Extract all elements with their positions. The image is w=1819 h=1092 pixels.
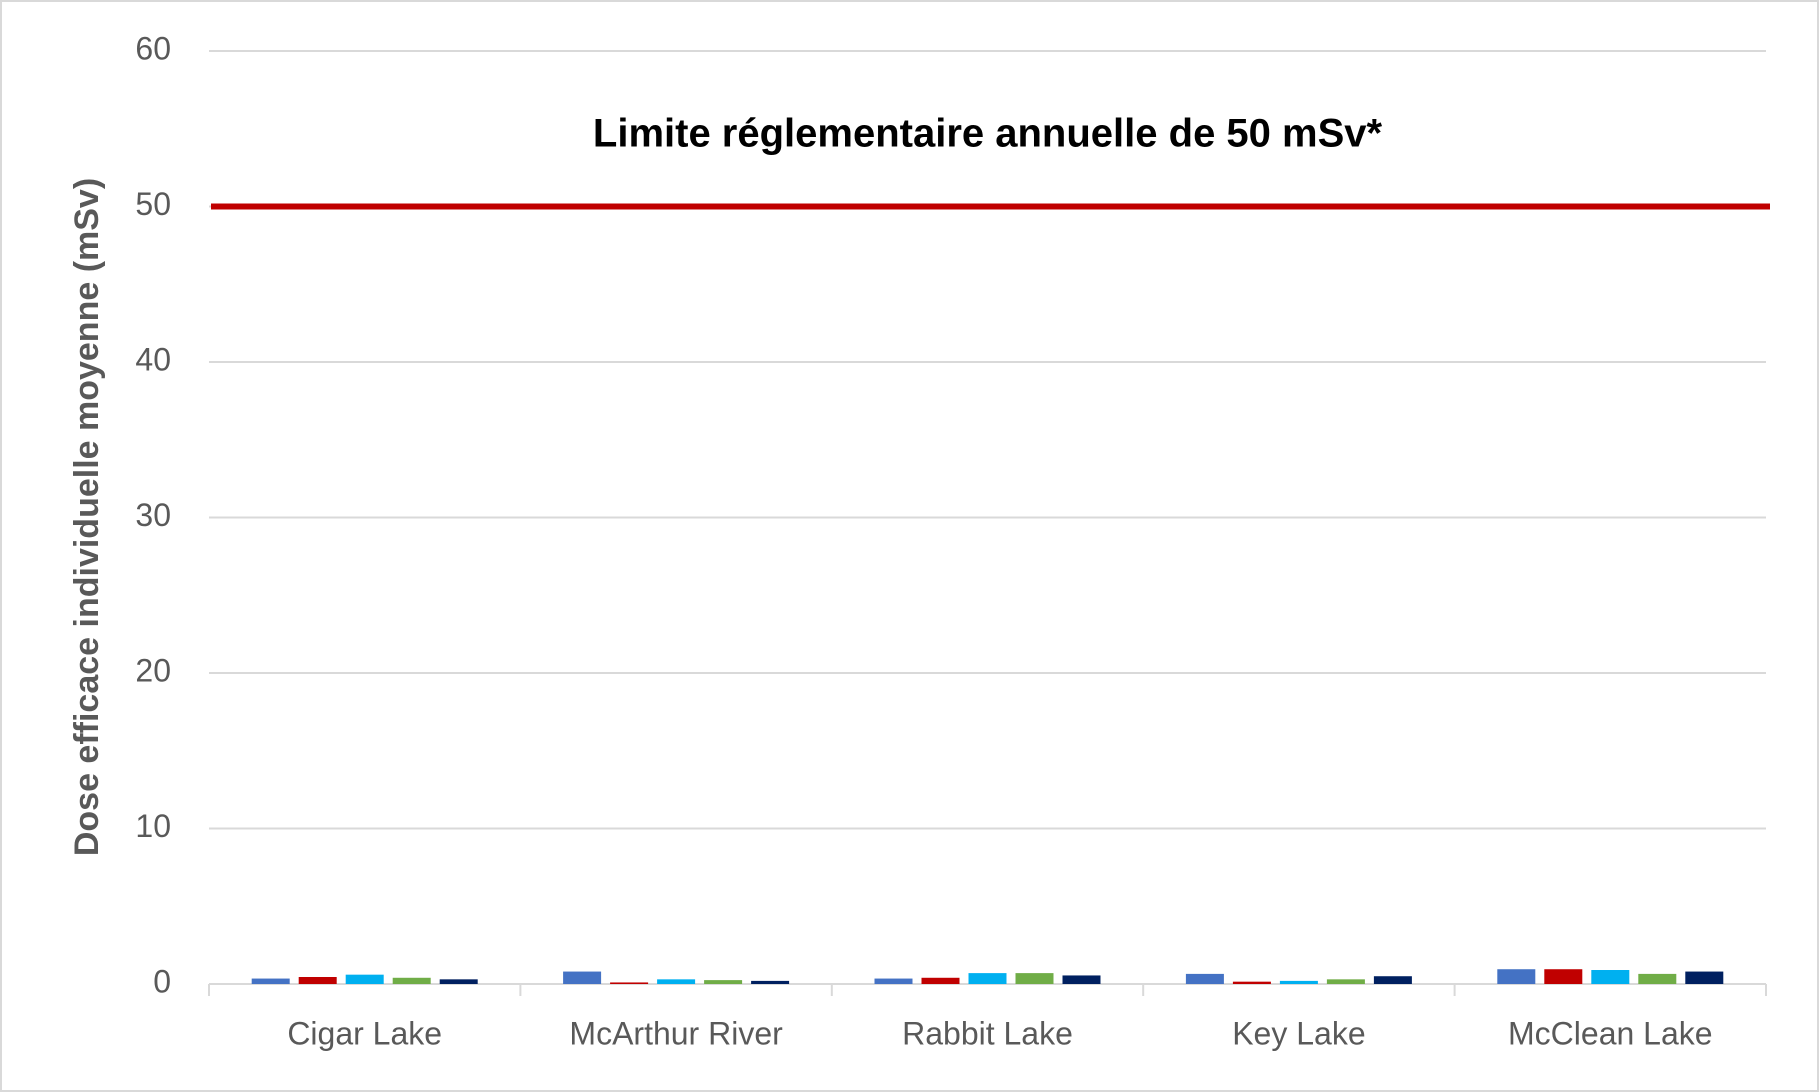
bar	[751, 980, 790, 984]
bar	[874, 978, 913, 984]
y-tick-label: 0	[153, 963, 171, 999]
bar	[251, 978, 290, 984]
bar	[921, 977, 960, 984]
y-tick-label: 60	[135, 30, 171, 66]
y-tick-label: 30	[135, 497, 171, 533]
bar	[1232, 981, 1271, 984]
bar	[1062, 975, 1101, 984]
y-tick-label: 40	[135, 341, 171, 377]
bar	[345, 974, 384, 984]
bar	[968, 973, 1007, 984]
reference-label: Limite réglementaire annuelle de 50 mSv*	[593, 112, 1383, 156]
bar	[439, 979, 478, 984]
bar	[657, 979, 696, 984]
x-tick-label: Key Lake	[1232, 1015, 1365, 1051]
bar	[1015, 973, 1054, 984]
bar	[1373, 976, 1412, 984]
bar	[1685, 971, 1724, 984]
bar	[1591, 970, 1630, 984]
x-tick-label: Cigar Lake	[287, 1015, 442, 1051]
y-tick-label: 20	[135, 652, 171, 688]
x-tick-label: McArthur River	[569, 1015, 783, 1051]
bar	[1279, 980, 1318, 984]
y-axis-label: Dose efficace individuelle moyenne (mSv)	[68, 178, 106, 856]
bar	[392, 977, 431, 984]
bar	[1497, 969, 1536, 984]
bar	[1544, 969, 1583, 984]
bar	[1185, 973, 1224, 984]
bar	[298, 977, 337, 984]
x-tick-label: Rabbit Lake	[902, 1015, 1073, 1051]
y-tick-label: 10	[135, 808, 171, 844]
y-tick-label: 50	[135, 186, 171, 222]
bar	[704, 980, 743, 984]
bar	[610, 982, 649, 984]
bar	[563, 971, 602, 984]
x-tick-label: McClean Lake	[1508, 1015, 1713, 1051]
bar	[1638, 973, 1677, 984]
bar	[1326, 979, 1365, 984]
